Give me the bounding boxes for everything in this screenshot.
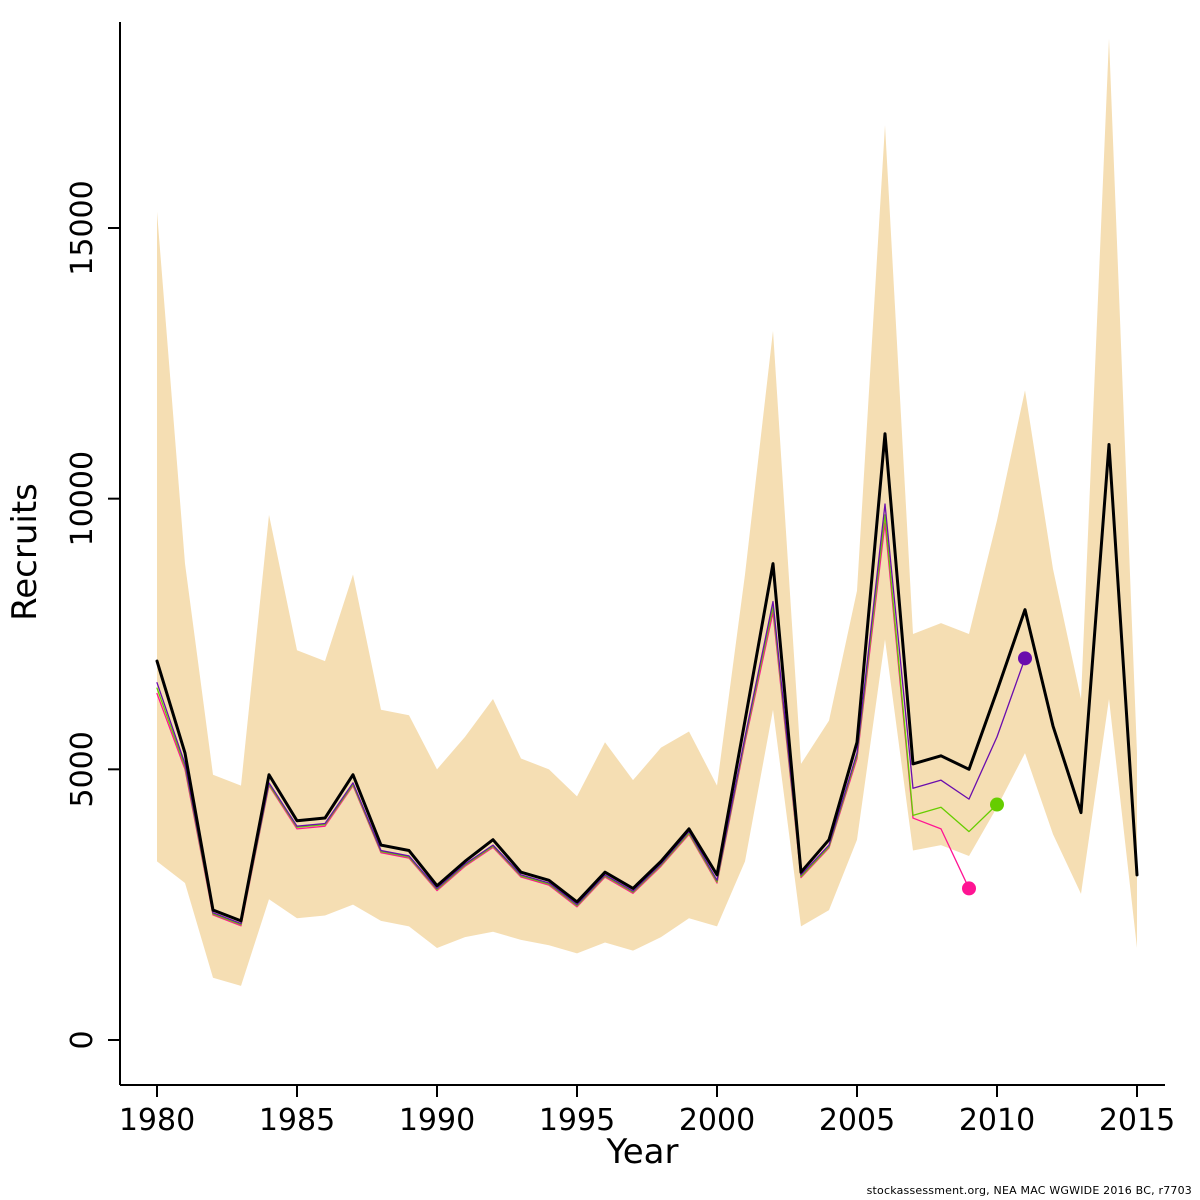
y-tick-label: 0 bbox=[65, 1030, 100, 1049]
x-axis-title: Year bbox=[606, 1132, 679, 1172]
end-dot-retro-peel-2011 bbox=[1018, 651, 1032, 666]
series-line-final-assessment bbox=[155, 432, 1139, 923]
source-caption: stockassessment.org, NEA MAC WGWIDE 2016… bbox=[866, 1184, 1192, 1197]
x-tick-label: 2005 bbox=[819, 1103, 895, 1138]
series-line-retro-peel-2011 bbox=[156, 503, 1026, 925]
x-tick-label: 1990 bbox=[399, 1103, 475, 1138]
x-tick-label: 1995 bbox=[539, 1103, 615, 1138]
x-tick-label: 2010 bbox=[959, 1103, 1035, 1138]
x-tick-label: 2015 bbox=[1099, 1103, 1175, 1138]
y-tick-label: 15000 bbox=[65, 180, 100, 275]
end-dot-retro-peel-2009 bbox=[962, 881, 976, 896]
confidence-band bbox=[157, 38, 1137, 986]
y-tick-label: 10000 bbox=[65, 451, 100, 546]
y-axis-title: Recruits bbox=[5, 483, 45, 621]
x-tick-label: 1985 bbox=[259, 1103, 335, 1138]
x-tick-label: 2000 bbox=[679, 1103, 755, 1138]
x-tick-label: 1980 bbox=[119, 1103, 195, 1138]
series-line-retro-peel-2010 bbox=[156, 514, 998, 926]
y-tick-label: 5000 bbox=[65, 731, 100, 807]
end-dot-retro-peel-2010 bbox=[990, 797, 1004, 812]
